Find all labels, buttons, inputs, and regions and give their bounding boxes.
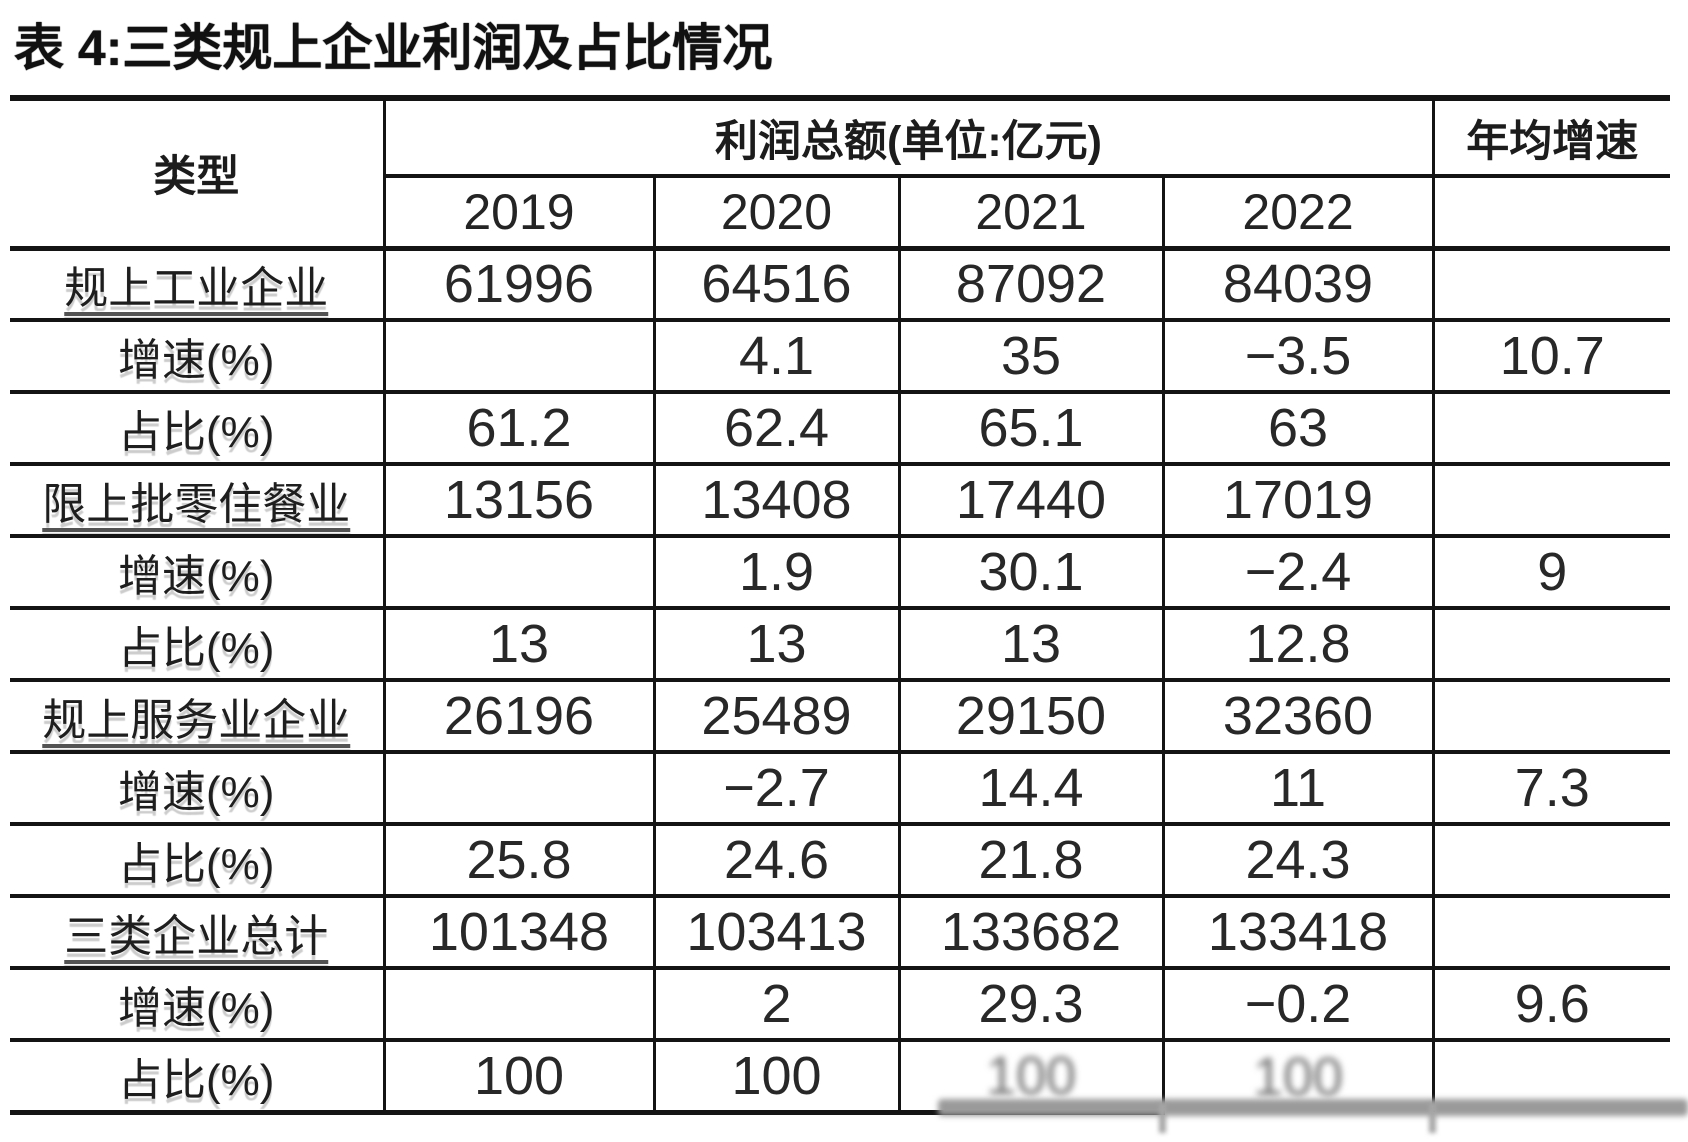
- cell-value: 29.3: [897, 968, 1163, 1042]
- cell-value: [1431, 392, 1671, 466]
- year-header-2022: 2022: [1161, 176, 1434, 251]
- table-row: 限上批零住餐业 13156 13408 17440 17019: [10, 464, 1671, 538]
- cell-value: 29150: [897, 680, 1163, 754]
- cell-value: 100: [382, 1040, 654, 1115]
- row-label-category: 规上服务业企业: [10, 680, 384, 754]
- cell-value: 13: [652, 608, 899, 682]
- cell-value: [382, 320, 654, 394]
- cell-value: 17019: [1161, 464, 1434, 538]
- table-row: 占比(%) 25.8 24.6 21.8 24.3: [10, 824, 1671, 898]
- cell-value: 13156: [382, 464, 654, 538]
- cell-value: −0.2: [1161, 968, 1434, 1042]
- cell-value: 25.8: [382, 824, 654, 898]
- table-row: 占比(%) 61.2 62.4 65.1 63: [10, 392, 1671, 466]
- cell-value: [382, 752, 654, 826]
- cell-value: [1431, 680, 1671, 754]
- cell-value: [1431, 248, 1671, 322]
- bottom-blur-smudge: [938, 1099, 1688, 1116]
- cell-value: 13: [382, 608, 654, 682]
- row-label-metric: 增速(%): [10, 752, 384, 826]
- data-table: 类型 利润总额(单位:亿元) 年均增速 2019 2020 2021 2022 规上工…: [10, 95, 1671, 1115]
- cell-value: 30.1: [897, 536, 1163, 610]
- table-row: 规上服务业企业 26196 25489 29150 32360: [10, 680, 1671, 754]
- header-row-years: 2019 2020 2021 2022: [10, 176, 1671, 251]
- cell-value: 84039: [1161, 248, 1434, 322]
- cell-value: −2.4: [1161, 536, 1434, 610]
- table-row: 增速(%) 2 29.3 −0.2 9.6: [10, 968, 1671, 1042]
- col-header-avg-growth: 年均增速: [1431, 98, 1671, 178]
- row-label-metric: 增速(%): [10, 320, 384, 394]
- cell-value: 25489: [652, 680, 899, 754]
- table-row: 增速(%) −2.7 14.4 11 7.3: [10, 752, 1671, 826]
- header-row-1: 类型 利润总额(单位:亿元) 年均增速: [10, 98, 1671, 251]
- cell-value: 9: [1431, 536, 1671, 610]
- row-label-metric: 占比(%): [10, 1040, 384, 1115]
- cell-value: −3.5: [1161, 320, 1434, 394]
- col-header-type: 类型: [10, 98, 384, 251]
- cell-value: 101348: [382, 896, 654, 970]
- cell-value: 32360: [1161, 680, 1434, 754]
- blur-stub-2: [1429, 1103, 1436, 1133]
- row-label-category: 三类企业总计: [10, 896, 384, 970]
- year-header-2020: 2020: [652, 176, 899, 251]
- cell-value: 100: [652, 1040, 899, 1115]
- cell-value: [1431, 608, 1671, 682]
- cell-value: 64516: [652, 248, 899, 322]
- row-label-metric: 占比(%): [10, 392, 384, 466]
- table-row: 规上工业企业 61996 64516 87092 84039: [10, 248, 1671, 322]
- cell-value: 10.7: [1431, 320, 1671, 394]
- row-label-metric: 占比(%): [10, 608, 384, 682]
- cell-value: −2.7: [652, 752, 899, 826]
- cell-value: [1431, 464, 1671, 538]
- cell-value: [382, 968, 654, 1042]
- cell-value: 11: [1161, 752, 1434, 826]
- cell-value: 24.6: [652, 824, 899, 898]
- row-label-metric: 占比(%): [10, 824, 384, 898]
- table-row: 增速(%) 1.9 30.1 −2.4 9: [10, 536, 1671, 610]
- cell-value: 7.3: [1431, 752, 1671, 826]
- year-header-2019: 2019: [382, 176, 654, 251]
- cell-value: 17440: [897, 464, 1163, 538]
- row-label-category: 限上批零住餐业: [10, 464, 384, 538]
- cell-value: 26196: [382, 680, 654, 754]
- blur-stub-1: [1159, 1103, 1166, 1133]
- cell-value: 21.8: [897, 824, 1163, 898]
- cell-value: 12.8: [1161, 608, 1434, 682]
- cell-value: [382, 536, 654, 610]
- cell-value: [1431, 896, 1671, 970]
- cell-value: 133682: [897, 896, 1163, 970]
- col-header-profit-total: 利润总额(单位:亿元): [382, 98, 1434, 178]
- cell-value: 63: [1161, 392, 1434, 466]
- cell-value: 62.4: [652, 392, 899, 466]
- table-row: 占比(%) 13 13 13 12.8: [10, 608, 1671, 682]
- row-label-metric: 增速(%): [10, 536, 384, 610]
- cell-value: 61996: [382, 248, 654, 322]
- cell-value: 133418: [1161, 896, 1434, 970]
- cell-value: 35: [897, 320, 1163, 394]
- cell-value: 103413: [652, 896, 899, 970]
- year-header-2021: 2021: [897, 176, 1163, 251]
- cell-value: 13: [897, 608, 1163, 682]
- row-label-metric: 增速(%): [10, 968, 384, 1042]
- cell-value: 65.1: [897, 392, 1163, 466]
- row-label-category: 规上工业企业: [10, 248, 384, 322]
- cell-value: 87092: [897, 248, 1163, 322]
- cell-value: 14.4: [897, 752, 1163, 826]
- cell-value: 24.3: [1161, 824, 1434, 898]
- cell-value: 61.2: [382, 392, 654, 466]
- cell-value: 2: [652, 968, 899, 1042]
- table-row: 增速(%) 4.1 35 −3.5 10.7: [10, 320, 1671, 394]
- cell-value: 9.6: [1431, 968, 1671, 1042]
- cell-value: 1.9: [652, 536, 899, 610]
- cell-value: 4.1: [652, 320, 899, 394]
- table-row: 三类企业总计 101348 103413 133682 133418: [10, 896, 1671, 970]
- cell-value: [1431, 824, 1671, 898]
- cell-value: 13408: [652, 464, 899, 538]
- table-title: 表 4:三类规上企业利润及占比情况: [14, 20, 773, 76]
- year-header-empty: [1431, 176, 1671, 251]
